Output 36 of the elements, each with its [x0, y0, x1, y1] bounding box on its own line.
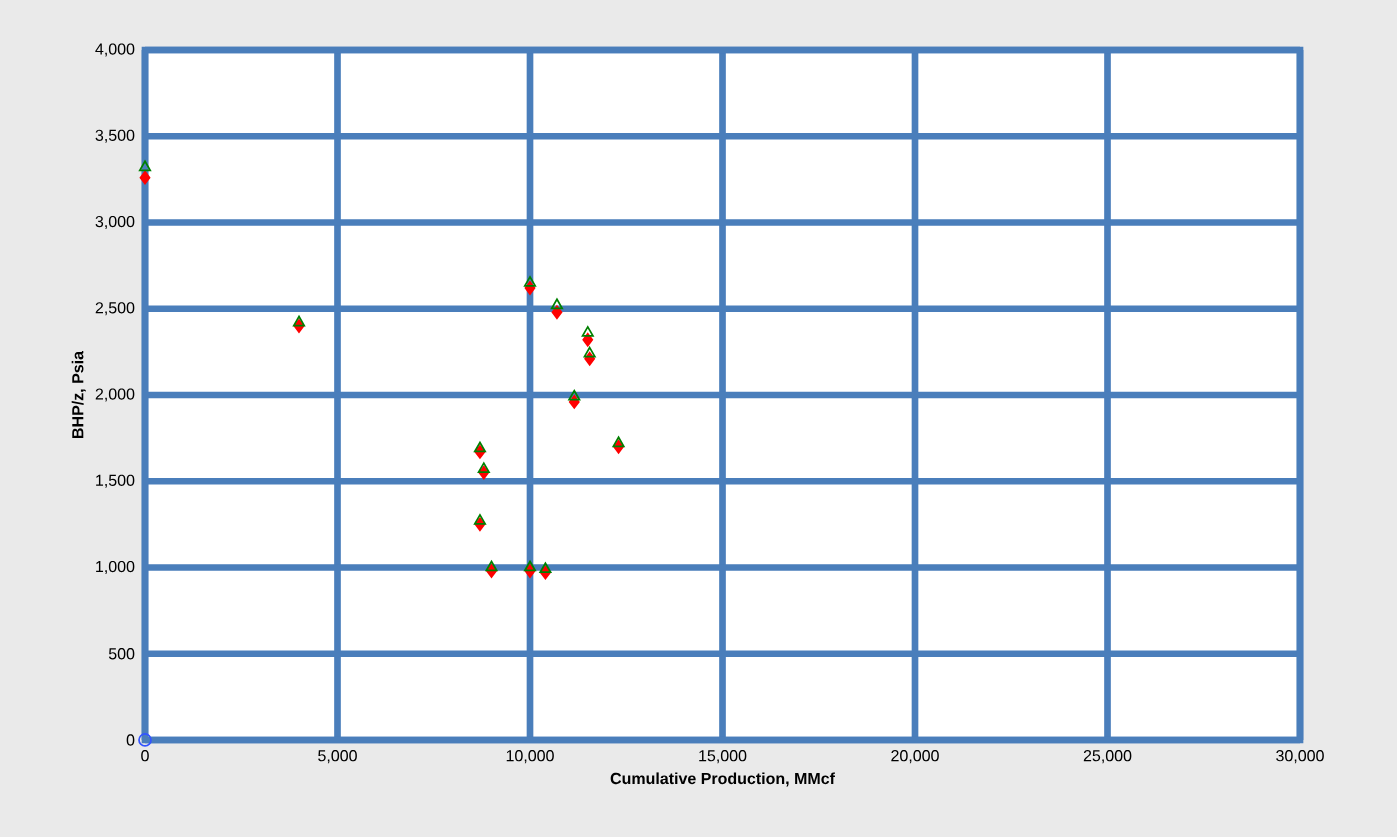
point	[523, 275, 537, 287]
point	[550, 298, 564, 310]
point	[568, 389, 581, 401]
x-tick-label: 0	[141, 750, 149, 762]
point	[139, 170, 151, 185]
point	[612, 436, 625, 448]
point	[473, 441, 487, 453]
y-tick-label: 3,500	[95, 129, 135, 143]
point	[138, 160, 152, 172]
x-tick-label: 25,000	[1083, 750, 1132, 764]
x-tick-label: 15,000	[699, 750, 747, 764]
y-axis-title: BHP/z, Psia	[71, 350, 86, 438]
y-tick-label: 4,000	[95, 43, 135, 57]
y-tick-label: 1,500	[96, 474, 135, 488]
point	[539, 562, 552, 574]
x-tick-label: 10,000	[506, 750, 554, 764]
x-axis-title: Cumulative Production, MMcf	[610, 772, 835, 787]
x-tick-label: 30,000	[1276, 750, 1324, 764]
x-tick-label: 5,000	[318, 750, 357, 764]
y-tick-label: 0	[126, 734, 135, 746]
point	[551, 305, 563, 320]
y-tick-label: 1,000	[96, 560, 135, 575]
y-tick-label: 2,000	[95, 388, 135, 402]
point	[473, 514, 487, 525]
point	[138, 733, 152, 747]
x-tick-label: 20,000	[891, 750, 939, 764]
y-tick-label: 3,000	[95, 215, 135, 230]
point	[581, 326, 594, 337]
y-tick-label: 2,500	[95, 302, 135, 316]
point	[477, 462, 490, 474]
point	[523, 560, 537, 572]
point	[485, 560, 498, 572]
point	[292, 315, 306, 327]
point	[584, 351, 596, 366]
point	[583, 346, 596, 358]
y-tick-label: 500	[108, 648, 135, 660]
